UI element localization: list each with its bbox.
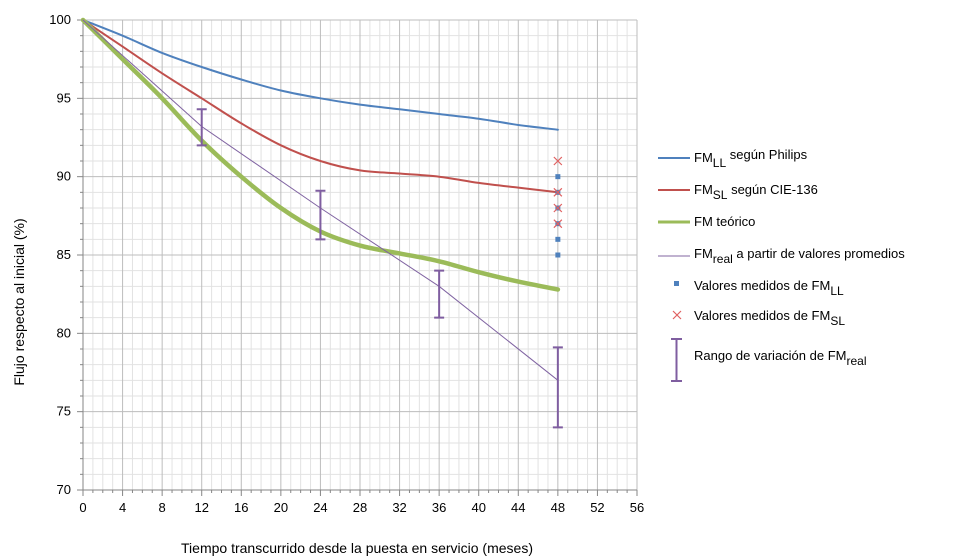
x-tick-label: 24 bbox=[313, 500, 327, 515]
x-tick-label: 48 bbox=[551, 500, 565, 515]
legend: FMLL según Philips FMSL según CIE-136 FM… bbox=[658, 147, 905, 382]
axes bbox=[77, 19, 638, 496]
y-tick-label: 75 bbox=[57, 404, 71, 419]
series-ll-line bbox=[82, 19, 559, 131]
y-tick-label: 85 bbox=[57, 247, 71, 262]
x-tick-label: 20 bbox=[274, 500, 288, 515]
x-tick-label: 32 bbox=[392, 500, 406, 515]
y-tick-label: 70 bbox=[57, 482, 71, 497]
legend-label-ll: FMLL según Philips bbox=[694, 147, 808, 170]
measured-sl-marker bbox=[553, 187, 563, 197]
y-tick-label: 90 bbox=[57, 169, 71, 184]
measured-ll-marker bbox=[555, 236, 561, 242]
x-tick-label: 44 bbox=[511, 500, 525, 515]
legend-item-med-ll: Valores medidos de FMLL bbox=[674, 278, 844, 298]
legend-item-rango: Rango de variación de FMreal bbox=[671, 338, 867, 382]
x-tick-label: 4 bbox=[119, 500, 126, 515]
legend-marker-ll bbox=[674, 281, 679, 286]
legend-item-teorico: FM teórico bbox=[658, 214, 755, 229]
legend-label-sl: FMSL según CIE-136 bbox=[694, 182, 818, 202]
x-axis-label: Tiempo transcurrido desde la puesta en s… bbox=[181, 540, 533, 556]
x-tick-label: 52 bbox=[590, 500, 604, 515]
legend-label-real: FMreal a partir de valores promedios bbox=[694, 246, 905, 266]
y-axis-label: Flujo respecto al inicial (%) bbox=[11, 218, 27, 385]
measured-ll-marker bbox=[555, 174, 561, 180]
x-tick-label: 0 bbox=[79, 500, 86, 515]
legend-item-real: FMreal a partir de valores promedios bbox=[658, 246, 905, 266]
measured-sl-marker bbox=[553, 219, 563, 229]
x-tick-label: 28 bbox=[353, 500, 367, 515]
x-tick-label: 40 bbox=[471, 500, 485, 515]
legend-marker-rango bbox=[671, 338, 682, 382]
y-tick-label: 80 bbox=[57, 325, 71, 340]
legend-label-med-sl: Valores medidos de FMSL bbox=[694, 308, 845, 328]
y-tick-label: 100 bbox=[49, 12, 71, 27]
legend-label-med-ll: Valores medidos de FMLL bbox=[694, 278, 844, 298]
measured-sl-marker bbox=[553, 156, 563, 166]
tick-labels: 0 4 8 12 16 20 24 28 32 36 40 44 48 52 567075808590951… bbox=[49, 12, 644, 515]
legend-item-med-sl: Valores medidos de FMSL bbox=[672, 308, 845, 328]
error-bar bbox=[315, 189, 326, 241]
error-bar bbox=[196, 108, 207, 147]
error-bar bbox=[552, 346, 563, 429]
x-tick-label: 12 bbox=[194, 500, 208, 515]
series-sl-line bbox=[82, 19, 559, 194]
error-bar bbox=[434, 269, 445, 319]
x-tick-label: 56 bbox=[630, 500, 644, 515]
x-tick-label: 16 bbox=[234, 500, 248, 515]
error-bars bbox=[196, 108, 563, 429]
measured-markers bbox=[553, 156, 563, 258]
legend-item-sl: FMSL según CIE-136 bbox=[658, 182, 818, 202]
legend-label-rango: Rango de variación de FMreal bbox=[694, 348, 867, 368]
measured-ll-marker bbox=[555, 252, 561, 258]
legend-label-teorico: FM teórico bbox=[694, 214, 755, 229]
measured-sl-marker bbox=[553, 203, 563, 213]
legend-marker-sl bbox=[672, 310, 682, 320]
legend-item-ll: FMLL según Philips bbox=[658, 147, 808, 170]
grid bbox=[82, 19, 638, 491]
x-tick-label: 36 bbox=[432, 500, 446, 515]
x-tick-label: 8 bbox=[159, 500, 166, 515]
y-tick-label: 95 bbox=[57, 90, 71, 105]
